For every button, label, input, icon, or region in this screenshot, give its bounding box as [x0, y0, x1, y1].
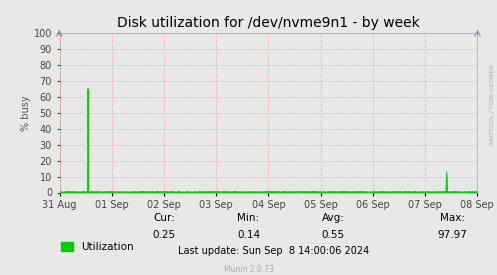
Legend: Utilization: Utilization	[61, 242, 134, 252]
Text: 0.55: 0.55	[322, 230, 344, 240]
Text: Last update: Sun Sep  8 14:00:06 2024: Last update: Sun Sep 8 14:00:06 2024	[178, 246, 369, 256]
Text: 0.14: 0.14	[237, 230, 260, 240]
Text: Munin 2.0.73: Munin 2.0.73	[224, 265, 273, 274]
Text: Min:: Min:	[238, 213, 259, 223]
Title: Disk utilization for /dev/nvme9n1 - by week: Disk utilization for /dev/nvme9n1 - by w…	[117, 16, 420, 31]
Text: RRDTOOL / TOBI OETIKER: RRDTOOL / TOBI OETIKER	[490, 64, 495, 145]
Text: Max:: Max:	[440, 213, 465, 223]
Text: Avg:: Avg:	[322, 213, 344, 223]
Text: 0.25: 0.25	[153, 230, 175, 240]
Text: Cur:: Cur:	[153, 213, 175, 223]
Y-axis label: % busy: % busy	[21, 95, 31, 131]
Text: 97.97: 97.97	[437, 230, 467, 240]
